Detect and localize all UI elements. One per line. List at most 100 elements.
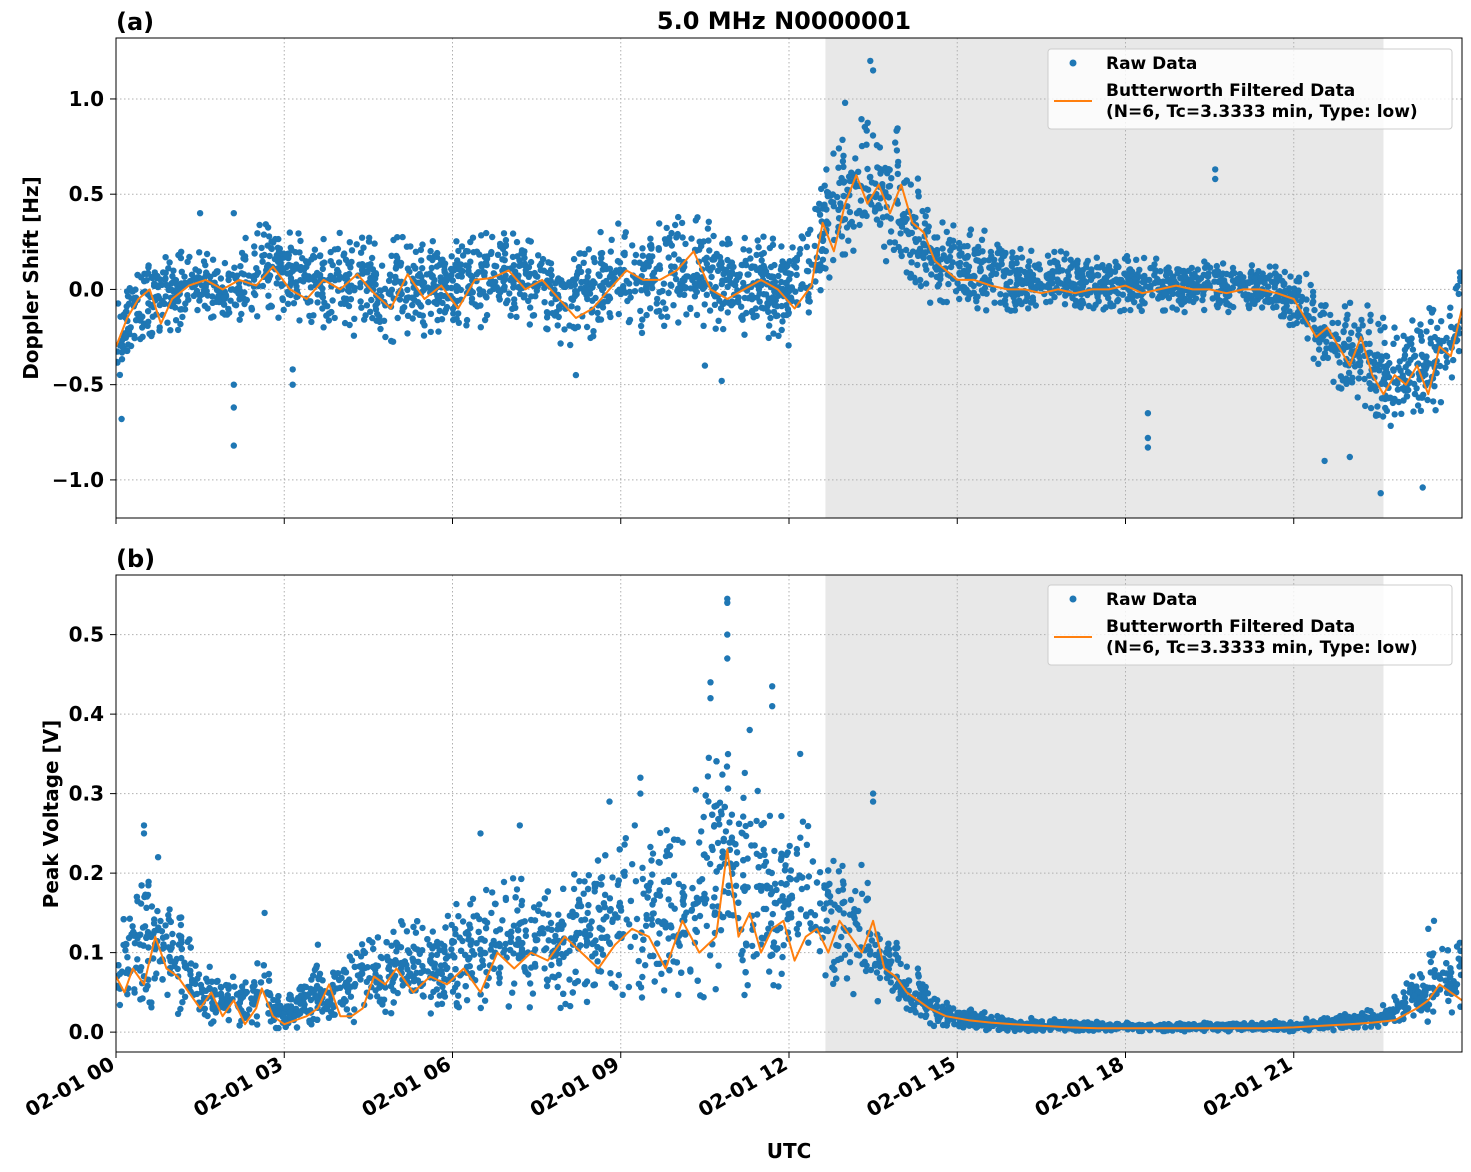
- raw-data-point: [399, 305, 406, 312]
- raw-data-outlier: [1321, 457, 1328, 465]
- raw-data-point: [124, 991, 131, 998]
- raw-data-point: [660, 280, 668, 287]
- raw-data-point: [229, 286, 236, 293]
- raw-data-point: [643, 280, 650, 287]
- raw-data-point: [1431, 333, 1439, 341]
- raw-data-outlier: [230, 442, 237, 449]
- raw-data-point: [1248, 268, 1255, 275]
- raw-data-point: [1215, 298, 1223, 305]
- raw-data-point: [1355, 326, 1362, 333]
- raw-data-point: [687, 305, 694, 313]
- raw-data-point: [419, 241, 426, 248]
- raw-data-point: [637, 322, 645, 330]
- raw-data-point: [1431, 967, 1439, 974]
- raw-data-point: [718, 811, 725, 818]
- raw-data-point: [510, 262, 518, 269]
- raw-data-point: [162, 293, 169, 300]
- raw-data-point: [410, 958, 417, 965]
- raw-data-point: [203, 975, 210, 982]
- raw-data-point: [1085, 271, 1093, 279]
- raw-data-point: [1115, 290, 1122, 297]
- raw-data-point: [983, 307, 990, 314]
- raw-data-point: [500, 230, 508, 237]
- raw-data-point: [873, 142, 881, 149]
- raw-data-point: [967, 280, 975, 287]
- raw-data-point: [1133, 283, 1140, 290]
- raw-data-point: [165, 911, 172, 919]
- raw-data-point: [250, 289, 258, 297]
- raw-data-point: [928, 271, 935, 278]
- raw-data-point: [417, 246, 425, 254]
- raw-data-point: [927, 299, 934, 306]
- raw-data-point: [509, 230, 517, 237]
- raw-data-point: [418, 257, 425, 264]
- raw-data-point: [679, 234, 686, 241]
- raw-data-point: [1149, 292, 1156, 299]
- raw-data-point: [597, 874, 604, 882]
- raw-data-point: [857, 197, 865, 204]
- raw-data-point: [1095, 272, 1102, 279]
- raw-data-point: [839, 158, 847, 165]
- raw-data-point: [706, 307, 714, 314]
- raw-data-point: [642, 962, 649, 969]
- raw-data-point: [434, 316, 441, 324]
- raw-data-point: [629, 861, 636, 868]
- raw-data-point: [838, 203, 845, 210]
- raw-data-point: [720, 325, 727, 333]
- raw-data-point: [856, 925, 863, 932]
- raw-data-point: [754, 294, 761, 301]
- raw-data-point: [1165, 294, 1173, 302]
- raw-data-point: [275, 314, 282, 321]
- y-tick-label: 0.0: [69, 277, 104, 301]
- raw-data-point: [394, 314, 401, 322]
- raw-data-point: [426, 941, 433, 948]
- raw-data-point: [1364, 302, 1371, 309]
- raw-data-point: [318, 292, 326, 300]
- raw-data-point: [531, 269, 538, 277]
- raw-data-point: [691, 914, 699, 922]
- raw-data-point: [118, 337, 126, 344]
- raw-data-point: [1229, 284, 1237, 291]
- raw-data-point: [184, 258, 191, 265]
- raw-data-point: [450, 267, 458, 274]
- raw-data-point: [338, 286, 346, 293]
- raw-data-point: [210, 1018, 217, 1025]
- raw-data-point: [290, 300, 298, 307]
- raw-data-point: [374, 310, 381, 318]
- raw-data-point: [387, 272, 394, 279]
- raw-data-point: [838, 933, 845, 941]
- raw-data-point: [368, 296, 375, 304]
- raw-data-point: [823, 206, 830, 213]
- raw-data-point: [385, 290, 392, 297]
- raw-data-point: [804, 230, 812, 237]
- raw-data-point: [747, 820, 754, 828]
- raw-data-point: [1414, 402, 1422, 409]
- raw-data-point: [751, 842, 758, 849]
- raw-data-point: [545, 937, 552, 944]
- raw-data-point: [499, 917, 506, 924]
- raw-data-point: [557, 340, 564, 347]
- raw-data-point: [872, 180, 879, 187]
- raw-data-point: [712, 283, 719, 291]
- raw-data-point: [649, 850, 657, 857]
- raw-data-point: [1386, 359, 1393, 367]
- raw-data-point: [549, 973, 556, 980]
- raw-data-point: [787, 867, 795, 874]
- raw-data-point: [557, 1004, 564, 1012]
- raw-data-point: [169, 279, 177, 286]
- raw-data-point: [1165, 1020, 1172, 1028]
- raw-data-point: [882, 258, 890, 265]
- raw-data-point: [1375, 320, 1382, 328]
- raw-data-point: [1400, 989, 1407, 996]
- raw-data-point: [726, 262, 733, 270]
- raw-data-point: [116, 371, 124, 379]
- raw-data-point: [346, 239, 353, 246]
- raw-data-point: [351, 315, 358, 322]
- raw-data-point: [653, 300, 660, 307]
- raw-data-point: [666, 851, 673, 859]
- raw-data-point: [1455, 347, 1462, 355]
- raw-data-point: [647, 305, 654, 312]
- raw-data-point: [1281, 287, 1289, 295]
- raw-data-point: [1015, 271, 1023, 279]
- raw-data-point: [1447, 304, 1454, 311]
